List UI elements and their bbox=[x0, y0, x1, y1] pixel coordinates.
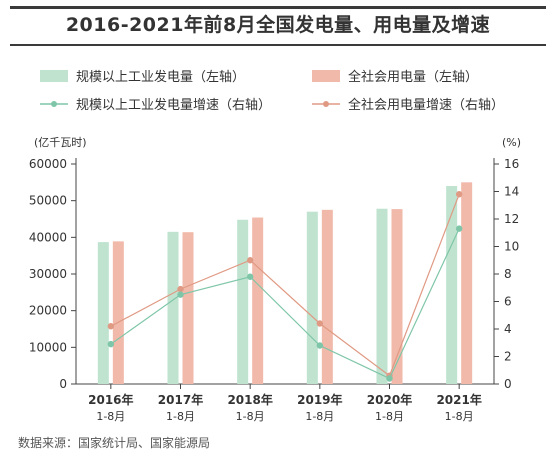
use-growth-point-1 bbox=[177, 285, 184, 293]
gen-growth-point-2 bbox=[246, 273, 254, 280]
gen-growth-point-4 bbox=[386, 375, 393, 382]
gen-growth-line bbox=[110, 228, 460, 380]
chart-title: 2016-2021年前8月全国发电量、用电量及增速 bbox=[65, 14, 491, 36]
y-right-tick-label-2: 4 bbox=[504, 322, 512, 336]
y-right-unit: (%) bbox=[502, 136, 521, 149]
legend-marker-3 bbox=[323, 101, 329, 107]
y-left-tick-label-4: 40000 bbox=[29, 230, 67, 244]
y-left-tick-label-5: 50000 bbox=[29, 194, 67, 208]
use-growth-point-0 bbox=[107, 323, 115, 330]
y-left-unit: (亿千瓦时) bbox=[34, 136, 87, 149]
x-tick-label-0: 2016年 bbox=[88, 392, 133, 407]
legend-label-2: 规模以上工业发电量增速（右轴） bbox=[76, 97, 271, 113]
bar-gen-2 bbox=[237, 219, 249, 384]
use-growth-line bbox=[110, 194, 460, 377]
legend-label-0: 规模以上工业发电量（左轴） bbox=[76, 69, 245, 85]
y-left-tick-label-0: 0 bbox=[59, 377, 67, 391]
y-right-tick-label-0: 0 bbox=[504, 377, 512, 391]
x-tick-sublabel-2: 1-8月 bbox=[236, 410, 265, 423]
bar-use-4 bbox=[391, 209, 403, 384]
legend-label-3: 全社会用电量增速（右轴） bbox=[348, 97, 504, 113]
x-tick-sublabel-0: 1-8月 bbox=[96, 410, 125, 423]
gen-growth-point-3 bbox=[316, 342, 324, 349]
bar-use-3 bbox=[321, 209, 333, 384]
x-tick-label-5: 2021年 bbox=[436, 392, 481, 407]
x-tick-sublabel-4: 1-8月 bbox=[375, 410, 404, 423]
gen-growth-point-1 bbox=[177, 291, 184, 298]
gen-growth-point-5 bbox=[455, 225, 463, 232]
y-left-tick-label-2: 20000 bbox=[29, 304, 67, 318]
bar-use-5 bbox=[461, 182, 473, 384]
bar-gen-5 bbox=[446, 186, 458, 384]
x-tick-label-2: 2018年 bbox=[227, 392, 272, 407]
legend-label-1: 全社会用电量（左轴） bbox=[348, 69, 478, 85]
legend-swatch-0 bbox=[40, 70, 68, 82]
title-rule-top bbox=[10, 6, 546, 9]
bar-gen-0 bbox=[97, 242, 109, 384]
bar-gen-4 bbox=[376, 208, 388, 384]
y-right-tick-label-7: 14 bbox=[504, 185, 519, 199]
use-growth-point-2 bbox=[246, 257, 254, 264]
y-right-tick-label-4: 8 bbox=[504, 267, 512, 281]
x-tick-label-1: 2017年 bbox=[158, 392, 203, 407]
x-tick-label-4: 2020年 bbox=[367, 392, 412, 407]
y-right-tick-label-1: 2 bbox=[504, 350, 512, 364]
use-growth-point-5 bbox=[455, 191, 463, 198]
legend-marker-2 bbox=[51, 101, 57, 107]
x-tick-sublabel-1: 1-8月 bbox=[166, 410, 195, 423]
bar-use-0 bbox=[112, 241, 124, 384]
y-right-tick-label-6: 12 bbox=[504, 212, 519, 226]
gen-growth-point-0 bbox=[107, 340, 115, 348]
title-bar: 2016-2021年前8月全国发电量、用电量及增速 bbox=[10, 6, 546, 46]
y-left-tick-label-6: 60000 bbox=[29, 157, 67, 171]
title-rule-bottom bbox=[10, 44, 546, 46]
bar-use-2 bbox=[252, 217, 264, 384]
x-tick-sublabel-5: 1-8月 bbox=[445, 410, 474, 423]
y-right-tick-label-5: 10 bbox=[504, 240, 519, 254]
bar-gen-3 bbox=[306, 211, 318, 384]
y-right-tick-label-8: 16 bbox=[504, 157, 519, 171]
y-right-tick-label-3: 6 bbox=[504, 295, 512, 309]
use-growth-point-3 bbox=[316, 320, 324, 327]
x-tick-sublabel-3: 1-8月 bbox=[305, 410, 334, 423]
y-left-tick-label-3: 30000 bbox=[29, 267, 67, 281]
y-left-tick-label-1: 10000 bbox=[29, 340, 67, 354]
source-note: 数据来源：国家统计局、国家能源局 bbox=[18, 436, 211, 450]
legend-swatch-1 bbox=[312, 70, 340, 82]
x-tick-label-3: 2019年 bbox=[297, 392, 342, 407]
bar-use-1 bbox=[182, 232, 194, 384]
bar-gen-1 bbox=[167, 231, 179, 384]
